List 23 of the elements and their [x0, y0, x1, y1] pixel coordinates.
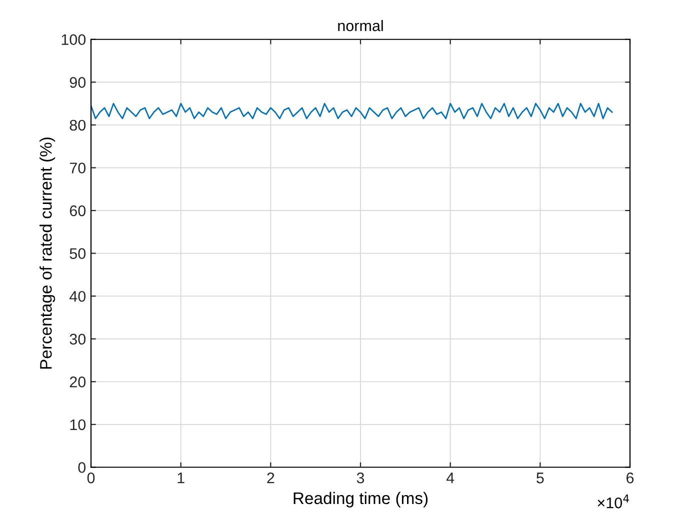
y-tick-label: 40 — [70, 290, 86, 302]
y-axis-title: Percentage of rated current (%) — [40, 138, 56, 369]
x-tick-label: 6 — [626, 472, 634, 484]
x-axis-title: Reading time (ms) — [294, 492, 428, 508]
x-tick-label: 1 — [178, 472, 184, 484]
x-tick-label: 2 — [267, 472, 274, 484]
x-tick-label: 4 — [446, 472, 454, 484]
y-tick-label: 60 — [70, 205, 86, 216]
x-tick-label: 0 — [87, 472, 95, 484]
y-tick-label: 20 — [70, 376, 86, 388]
text: ×10$^{4}$ — [598, 494, 629, 508]
x-tick-label: 3 — [356, 472, 364, 484]
y-tick-label: 100 — [62, 34, 86, 46]
y-tick-label: 70 — [70, 162, 86, 174]
line-series — [91, 102, 613, 120]
y-tick-label: 90 — [70, 77, 86, 88]
y-tick-label: 50 — [70, 248, 86, 259]
y-tick-label: 0 — [78, 462, 86, 473]
y-tick-label: 10 — [70, 419, 86, 430]
chart-title: normal — [338, 20, 383, 32]
x-tick-label: 5 — [536, 472, 544, 484]
y-tick-label: 30 — [70, 334, 86, 345]
y-tick-label: 80 — [70, 120, 86, 131]
